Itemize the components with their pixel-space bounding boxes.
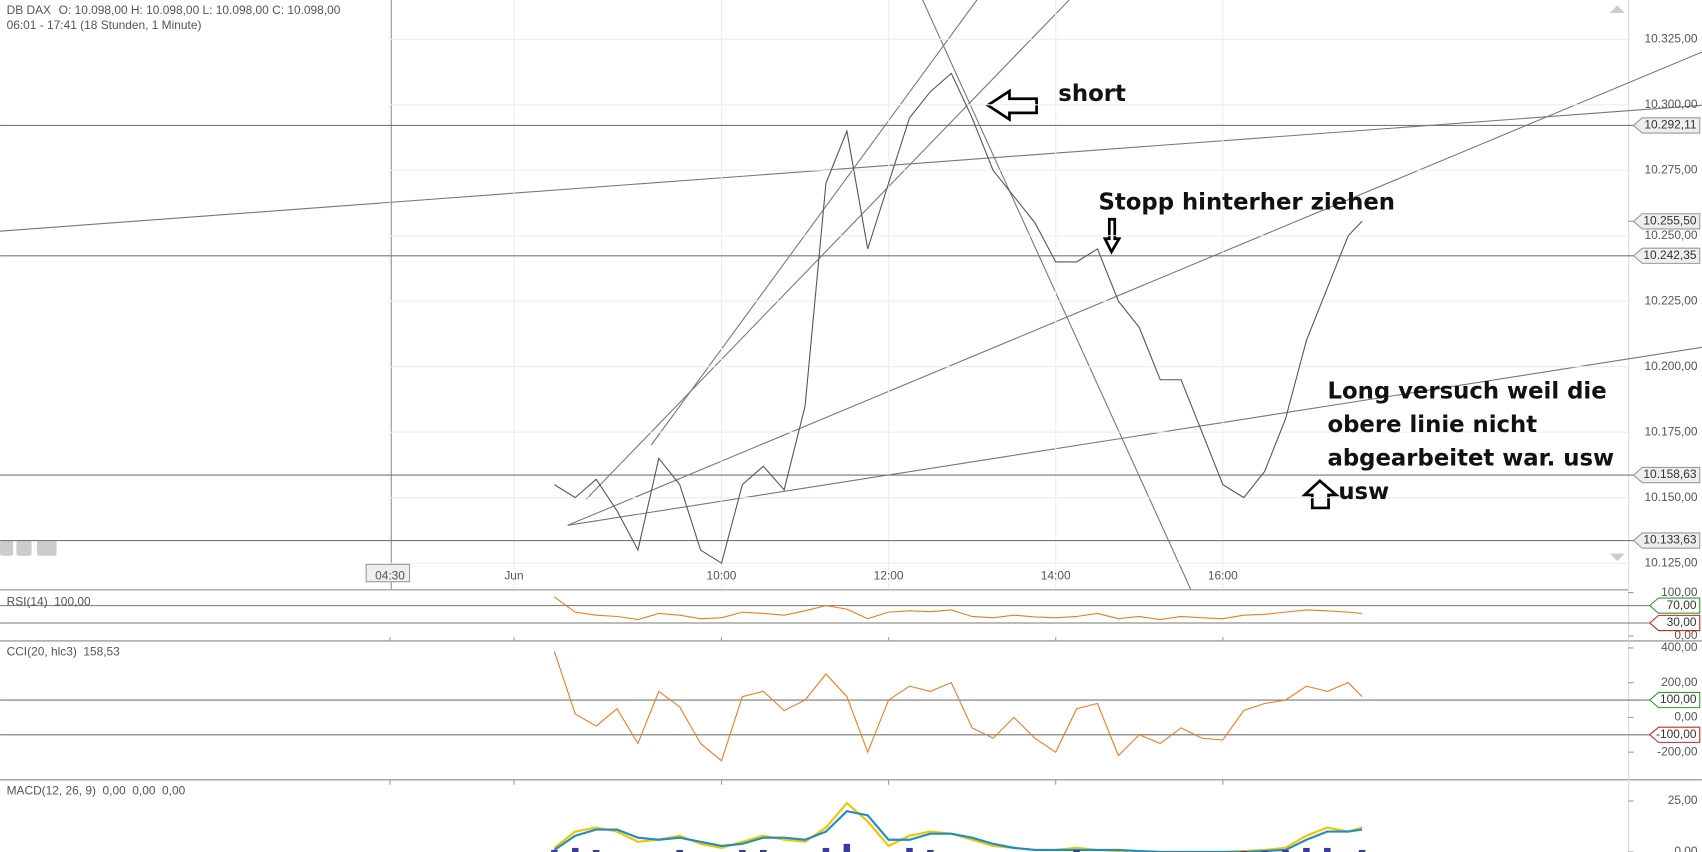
- y-tick-label: 10.150,00: [1645, 490, 1698, 504]
- arrows: [985, 88, 1340, 510]
- y-tick-label: -200,00: [1657, 744, 1698, 758]
- y-tick-label: 0,00: [1674, 710, 1698, 724]
- annotation: short: [1058, 81, 1126, 107]
- level-label: 70,00: [1667, 598, 1697, 612]
- series-line: [554, 72, 1363, 565]
- annotation: obere linie nicht: [1327, 412, 1537, 438]
- annotation: Stopp hinterher ziehen: [1098, 189, 1395, 215]
- histogram-bar: [739, 849, 746, 852]
- x-tick-badge: [365, 563, 411, 583]
- x-tick-label: 10:00: [707, 568, 737, 582]
- histogram-bar: [572, 847, 579, 852]
- histogram-bar: [1303, 847, 1310, 852]
- level-tag: [1648, 597, 1701, 614]
- x-tick-label: 12:00: [874, 568, 904, 582]
- histogram-bar: [551, 849, 558, 852]
- annotation: abgearbeitet war. usw: [1327, 446, 1614, 472]
- y-tick-label: 0,00: [1674, 844, 1698, 852]
- y-tick-label: 10.225,00: [1645, 293, 1698, 307]
- level-label: 10.292,11: [1644, 118, 1697, 132]
- histogram-bar: [1358, 849, 1366, 852]
- histogram-bar: [1073, 849, 1080, 852]
- histogram-bar: [676, 849, 683, 852]
- histogram-bar: [760, 849, 767, 852]
- level-tag: [1648, 691, 1701, 709]
- y-tick-label: 10.250,00: [1645, 228, 1698, 242]
- level-label: -100,00: [1656, 727, 1697, 741]
- level-tag: [1648, 726, 1701, 743]
- level-tag: [1632, 117, 1701, 134]
- level-tag: [1632, 466, 1701, 484]
- level-label: 10.158,63: [1643, 467, 1696, 481]
- x-tick-label: 16:00: [1208, 568, 1238, 582]
- series-line: [553, 651, 1363, 762]
- y-tick-label: 200,00: [1661, 675, 1698, 689]
- series-line: [554, 596, 1363, 621]
- x-tick-label: 04:30: [375, 568, 405, 582]
- y-tick-label: 10.325,00: [1645, 31, 1698, 45]
- x-tick-label: 14:00: [1041, 568, 1071, 582]
- annotation: Long versuch weil die: [1327, 378, 1606, 404]
- toolbar-icons: [0, 5, 1625, 562]
- histogram-bar: [906, 847, 913, 852]
- series-line: [553, 810, 1363, 852]
- y-tick-label: 400,00: [1661, 640, 1698, 654]
- y-tick-label: 100,00: [1661, 585, 1698, 599]
- legend-label: 0,00: [132, 783, 156, 797]
- level-label: 10.255,50: [1643, 213, 1696, 227]
- chart-title: DB DAX: [7, 3, 51, 17]
- level-tag: [1648, 614, 1701, 632]
- level-tag: [1632, 247, 1701, 264]
- histogram-bar: [1282, 849, 1289, 852]
- histogram-bar: [843, 843, 851, 852]
- level-label: 30,00: [1667, 615, 1697, 629]
- trend-lines: [0, 0, 1702, 590]
- panel-title: CCI(20, hlc3): [7, 644, 77, 658]
- histogram-bar: [822, 847, 830, 852]
- y-tick-label: 10.125,00: [1645, 555, 1698, 569]
- legend-label: 0,00: [103, 783, 127, 797]
- x-tick-label: Jun: [504, 568, 523, 582]
- histogram-bar: [1261, 850, 1268, 852]
- annotation: usw: [1338, 479, 1389, 505]
- chart-subtitle: 06:01 - 17:41 (18 Stunden, 1 Minute): [7, 18, 202, 32]
- level-tag: [1632, 532, 1701, 549]
- y-tick-label: 0,00: [1674, 628, 1698, 642]
- histogram-bar: [1324, 847, 1331, 852]
- y-tick-label: 25,00: [1668, 793, 1698, 807]
- histogram-bar: [927, 849, 934, 852]
- level-label: 10.133,63: [1643, 533, 1696, 547]
- panel-title: RSI(14): [7, 595, 48, 609]
- y-tick-label: 10.175,00: [1645, 424, 1698, 438]
- legend-label: 0,00: [162, 783, 186, 797]
- series-line: [553, 801, 1363, 852]
- chart-header: O: 10.098,00 H: 10.098,00 L: 10.098,00 C…: [59, 3, 341, 17]
- histogram-bar: [592, 849, 600, 852]
- panel-value: 158,53: [83, 644, 120, 658]
- panel-value: 100,00: [54, 595, 91, 609]
- y-tick-label: 10.200,00: [1645, 359, 1698, 373]
- level-tag: [1632, 213, 1701, 230]
- panel-title: MACD(12, 26, 9): [7, 783, 96, 797]
- y-tick-label: 10.300,00: [1645, 97, 1698, 111]
- level-label: 100,00: [1660, 692, 1697, 706]
- y-tick-label: 10.275,00: [1645, 162, 1698, 176]
- histogram-bar: [1240, 850, 1247, 852]
- level-label: 10.242,35: [1643, 248, 1696, 262]
